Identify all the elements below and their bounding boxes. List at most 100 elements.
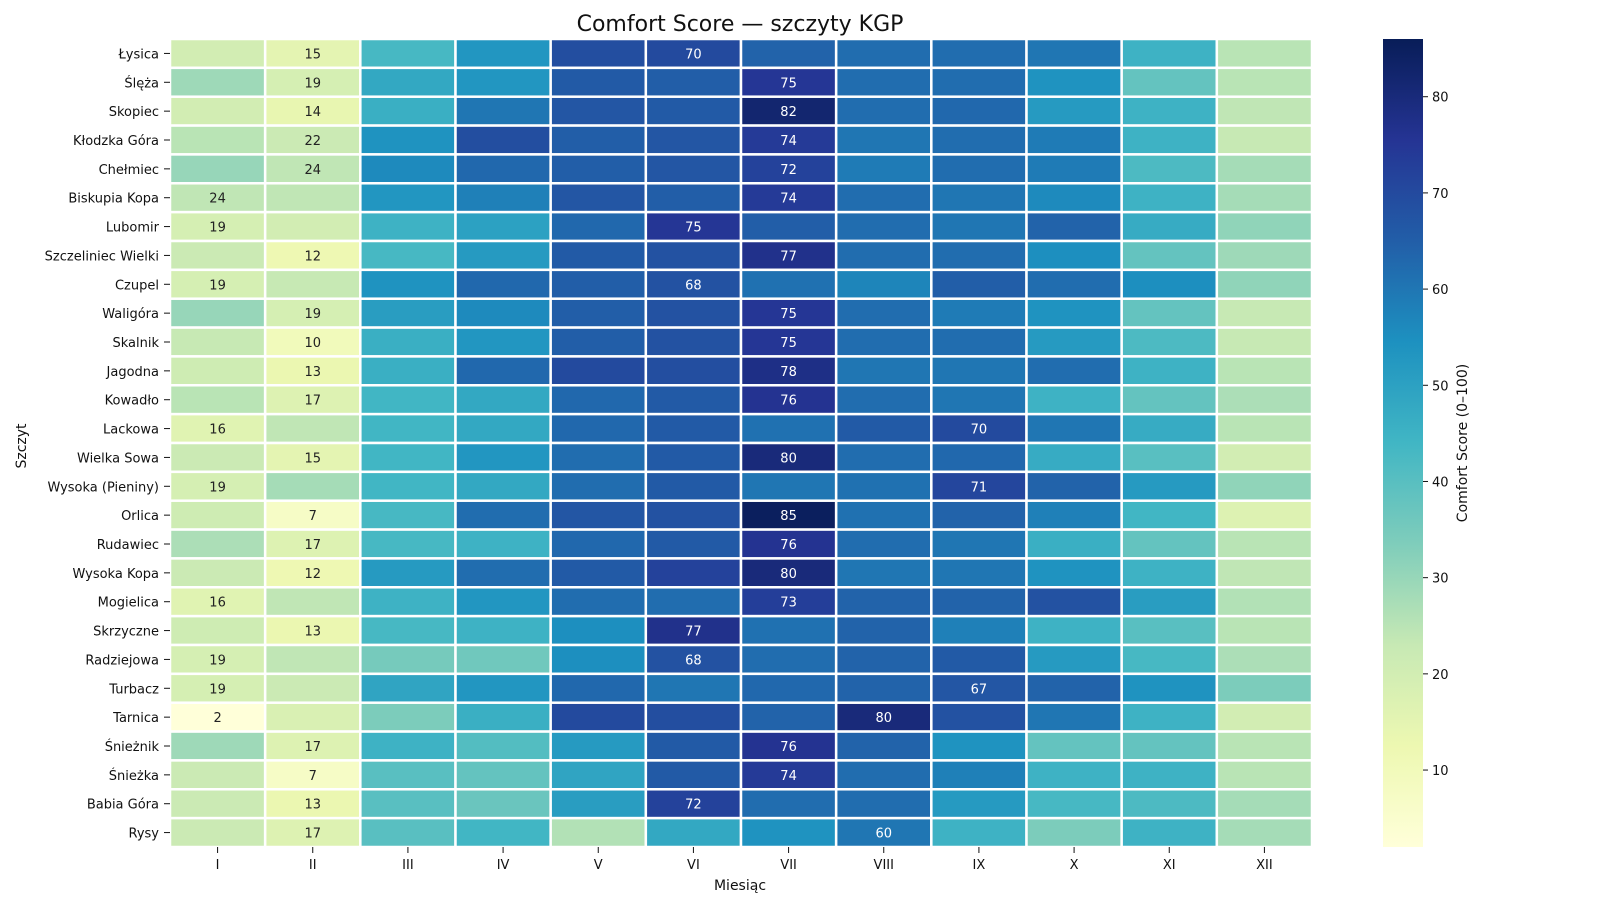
heatmap-cell [1215, 297, 1314, 329]
heatmap-cell [549, 470, 648, 502]
heatmap-cell [454, 816, 552, 849]
heatmap-cell [168, 557, 267, 589]
x-axis-label: Miesiąc [714, 878, 766, 894]
colorbar-ticks: 10 20 30 40 50 60 70 80 [1423, 91, 1449, 779]
heatmap-cell [930, 239, 1028, 272]
heatmap-cell [168, 816, 267, 849]
heatmap-cell [168, 528, 267, 560]
heatmap-cell [1120, 643, 1219, 676]
colorbar-tick-label: 60 [1432, 283, 1449, 298]
y-axis-label: Szczyt [14, 423, 30, 469]
heatmap-cell [1215, 759, 1314, 791]
heatmap-cell [168, 297, 267, 329]
y-tick-label: Łysica [118, 47, 160, 62]
heatmap-cell [644, 66, 743, 98]
heatmap-cell [549, 297, 648, 329]
heatmap-cell [454, 470, 552, 502]
heatmap-cell [930, 788, 1028, 820]
heatmap-cell [1025, 66, 1123, 98]
heatmap-cell [1025, 730, 1123, 762]
heatmap-cell [549, 384, 648, 416]
heatmap-cell [359, 412, 457, 445]
heatmap-cell [263, 470, 362, 502]
heatmap-cell [1025, 759, 1123, 791]
heatmap-cell [930, 441, 1028, 474]
heatmap-cell [644, 239, 743, 272]
heatmap-cell [644, 730, 743, 762]
heatmap-cell [1025, 470, 1123, 502]
y-tick-label: Wysoka Kopa [73, 567, 160, 582]
heatmap-cell [359, 268, 457, 300]
cell-value-label: 7 [309, 769, 317, 784]
colorbar-tick-label: 70 [1432, 187, 1449, 202]
heatmap-cell [549, 672, 648, 704]
heatmap-cell [1120, 557, 1219, 589]
chart-title: Comfort Score — szczyty KGP [577, 12, 904, 37]
heatmap-cell [1215, 124, 1314, 156]
heatmap-cell [1215, 182, 1314, 214]
cell-value-label: 16 [209, 423, 226, 438]
heatmap-cell [549, 643, 648, 676]
heatmap-cell [549, 730, 648, 762]
x-tick-label: VII [780, 858, 797, 873]
heatmap-cell [1025, 239, 1123, 272]
heatmap-cell [644, 586, 743, 618]
y-tick-labels: Łysica Ślęża Skopiec Kłodzka Góra Chełmiec Bi… [45, 47, 170, 842]
heatmap-cell [1120, 441, 1219, 474]
heatmap-cell [168, 441, 267, 474]
heatmap-cell [454, 297, 552, 329]
heatmap-cell [1215, 730, 1314, 762]
heatmap-cell [549, 586, 648, 618]
heatmap-cell [930, 95, 1028, 127]
cell-value-label: 19 [209, 221, 226, 236]
heatmap-cell [1025, 528, 1123, 560]
y-tick-label: Szczeliniec Wielki [45, 249, 159, 264]
heatmap-cell [1025, 672, 1123, 704]
y-tick-label: Turbacz [108, 682, 159, 697]
heatmap-cell [644, 557, 743, 589]
y-tick-label: Tarnica [112, 711, 159, 726]
heatmap-cell [263, 268, 362, 300]
heatmap-cell [168, 384, 267, 416]
heatmap-cell [644, 788, 743, 820]
colorbar-tick-label: 50 [1432, 379, 1449, 394]
heatmap-cell [1025, 816, 1123, 849]
cell-value-label: 12 [304, 567, 321, 582]
heatmap-cell [930, 586, 1028, 618]
heatmap-cell [1215, 37, 1314, 70]
heatmap-cell [263, 643, 362, 676]
heatmap-cell [359, 239, 457, 272]
cell-value-label: 85 [780, 509, 797, 524]
heatmap-cell [454, 586, 552, 618]
cell-value-label: 19 [304, 307, 321, 322]
heatmap-cell [549, 759, 648, 791]
heatmap-cell [834, 355, 933, 387]
cell-value-label: 80 [780, 567, 797, 582]
cell-value-label: 2 [213, 711, 221, 726]
heatmap-cell [1025, 95, 1123, 127]
heatmap-cell [1215, 95, 1314, 127]
heatmap-cell [1120, 816, 1219, 849]
heatmap-cell [644, 153, 743, 185]
heatmap-cell [454, 326, 552, 358]
heatmap-cell [834, 297, 933, 329]
cell-value-label: 75 [780, 76, 797, 91]
heatmap-cell [454, 124, 552, 156]
heatmap-cell [454, 701, 552, 733]
cell-value-label: 80 [780, 451, 797, 466]
heatmap-cell [1215, 441, 1314, 474]
cell-value-label: 24 [209, 192, 226, 207]
heatmap-cell [168, 124, 267, 156]
cell-value-label: 77 [780, 249, 797, 264]
cell-value-label: 76 [780, 538, 797, 553]
cell-value-label: 70 [971, 423, 988, 438]
heatmap-cell [930, 355, 1028, 387]
heatmap-cell [1215, 614, 1314, 647]
x-tick-label: XII [1256, 858, 1273, 873]
heatmap-cell [1025, 326, 1123, 358]
heatmap-cell [168, 153, 267, 185]
heatmap-cell [930, 37, 1028, 70]
heatmap-cell [644, 528, 743, 560]
heatmap-cell [644, 701, 743, 733]
